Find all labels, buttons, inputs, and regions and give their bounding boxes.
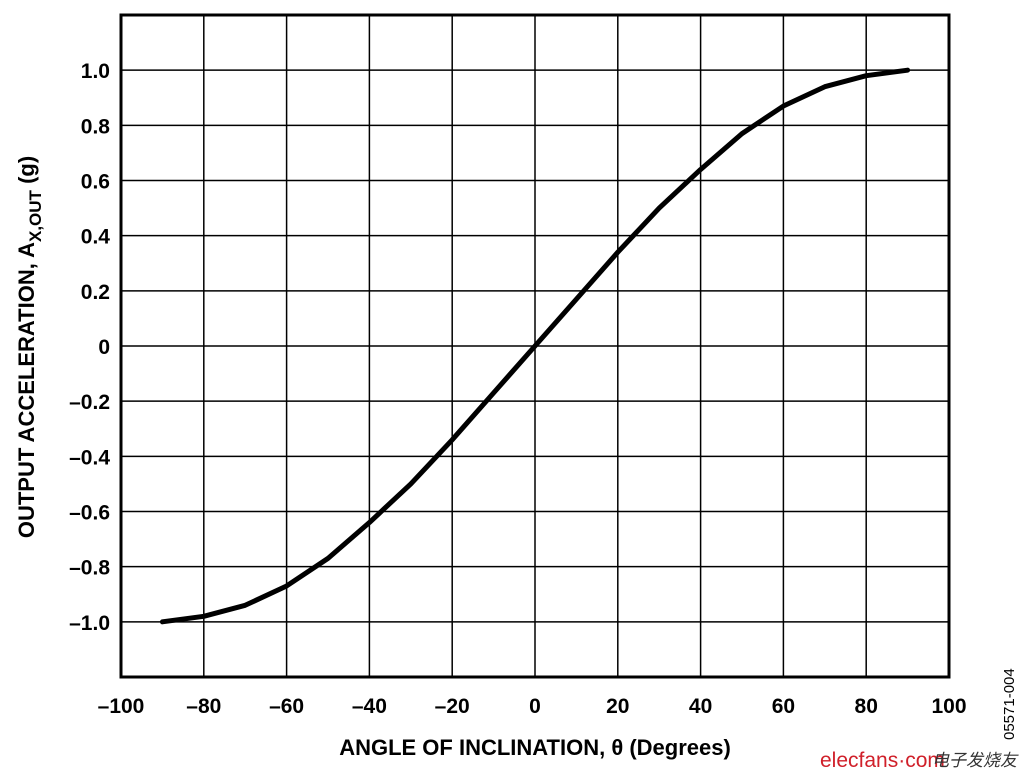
x-tick-label: 80 (855, 695, 878, 718)
watermark-logo: elecfans·com (820, 749, 945, 772)
watermark-cn: 电子发烧友 (932, 751, 1019, 771)
x-tick-label: 60 (772, 695, 795, 718)
y-axis-label-subscript: X,OUT (26, 189, 45, 242)
y-tick-label: –0.6 (69, 502, 110, 525)
y-axis-label: OUTPUT ACCELERATION, AX,OUT (g) (14, 156, 45, 538)
y-tick-label: 0.2 (81, 281, 110, 304)
y-tick-label: –0.4 (69, 446, 110, 469)
y-tick-label: –0.8 (69, 557, 110, 580)
y-tick-label: –0.2 (69, 391, 110, 414)
y-tick-label: 0.6 (81, 171, 110, 194)
x-tick-label: –40 (352, 695, 387, 718)
x-tick-label: 20 (606, 695, 629, 718)
y-tick-label: 0.4 (81, 226, 111, 249)
y-tick-label: 0.8 (81, 115, 111, 138)
x-tick-label: –60 (269, 695, 304, 718)
y-tick-label: 1.0 (81, 60, 110, 83)
x-tick-label: –80 (186, 695, 221, 718)
y-tick-labels: 1.0 0.8 0.6 0.4 0.2 0 –0.2 –0.4 –0.6 –0.8 –1.0 (69, 60, 110, 635)
x-tick-label: 40 (689, 695, 712, 718)
series-line-group (159, 67, 911, 625)
x-tick-label: 0 (529, 695, 541, 718)
grid (121, 15, 949, 677)
x-tick-label: –20 (435, 695, 470, 718)
y-tick-label: –1.0 (69, 612, 110, 635)
x-axis-label: ANGLE OF INCLINATION, θ (Degrees) (339, 735, 731, 760)
x-tick-label: 100 (931, 695, 966, 718)
x-tick-labels: –100 –80 –60 –40 –20 0 20 40 60 80 100 (98, 695, 967, 718)
x-tick-label: –100 (98, 695, 145, 718)
y-axis-label-unit: (g) (14, 156, 39, 184)
y-tick-label: 0 (98, 336, 110, 359)
plot-frame (119, 13, 951, 679)
figure-code: 05571-004 (1001, 668, 1018, 740)
